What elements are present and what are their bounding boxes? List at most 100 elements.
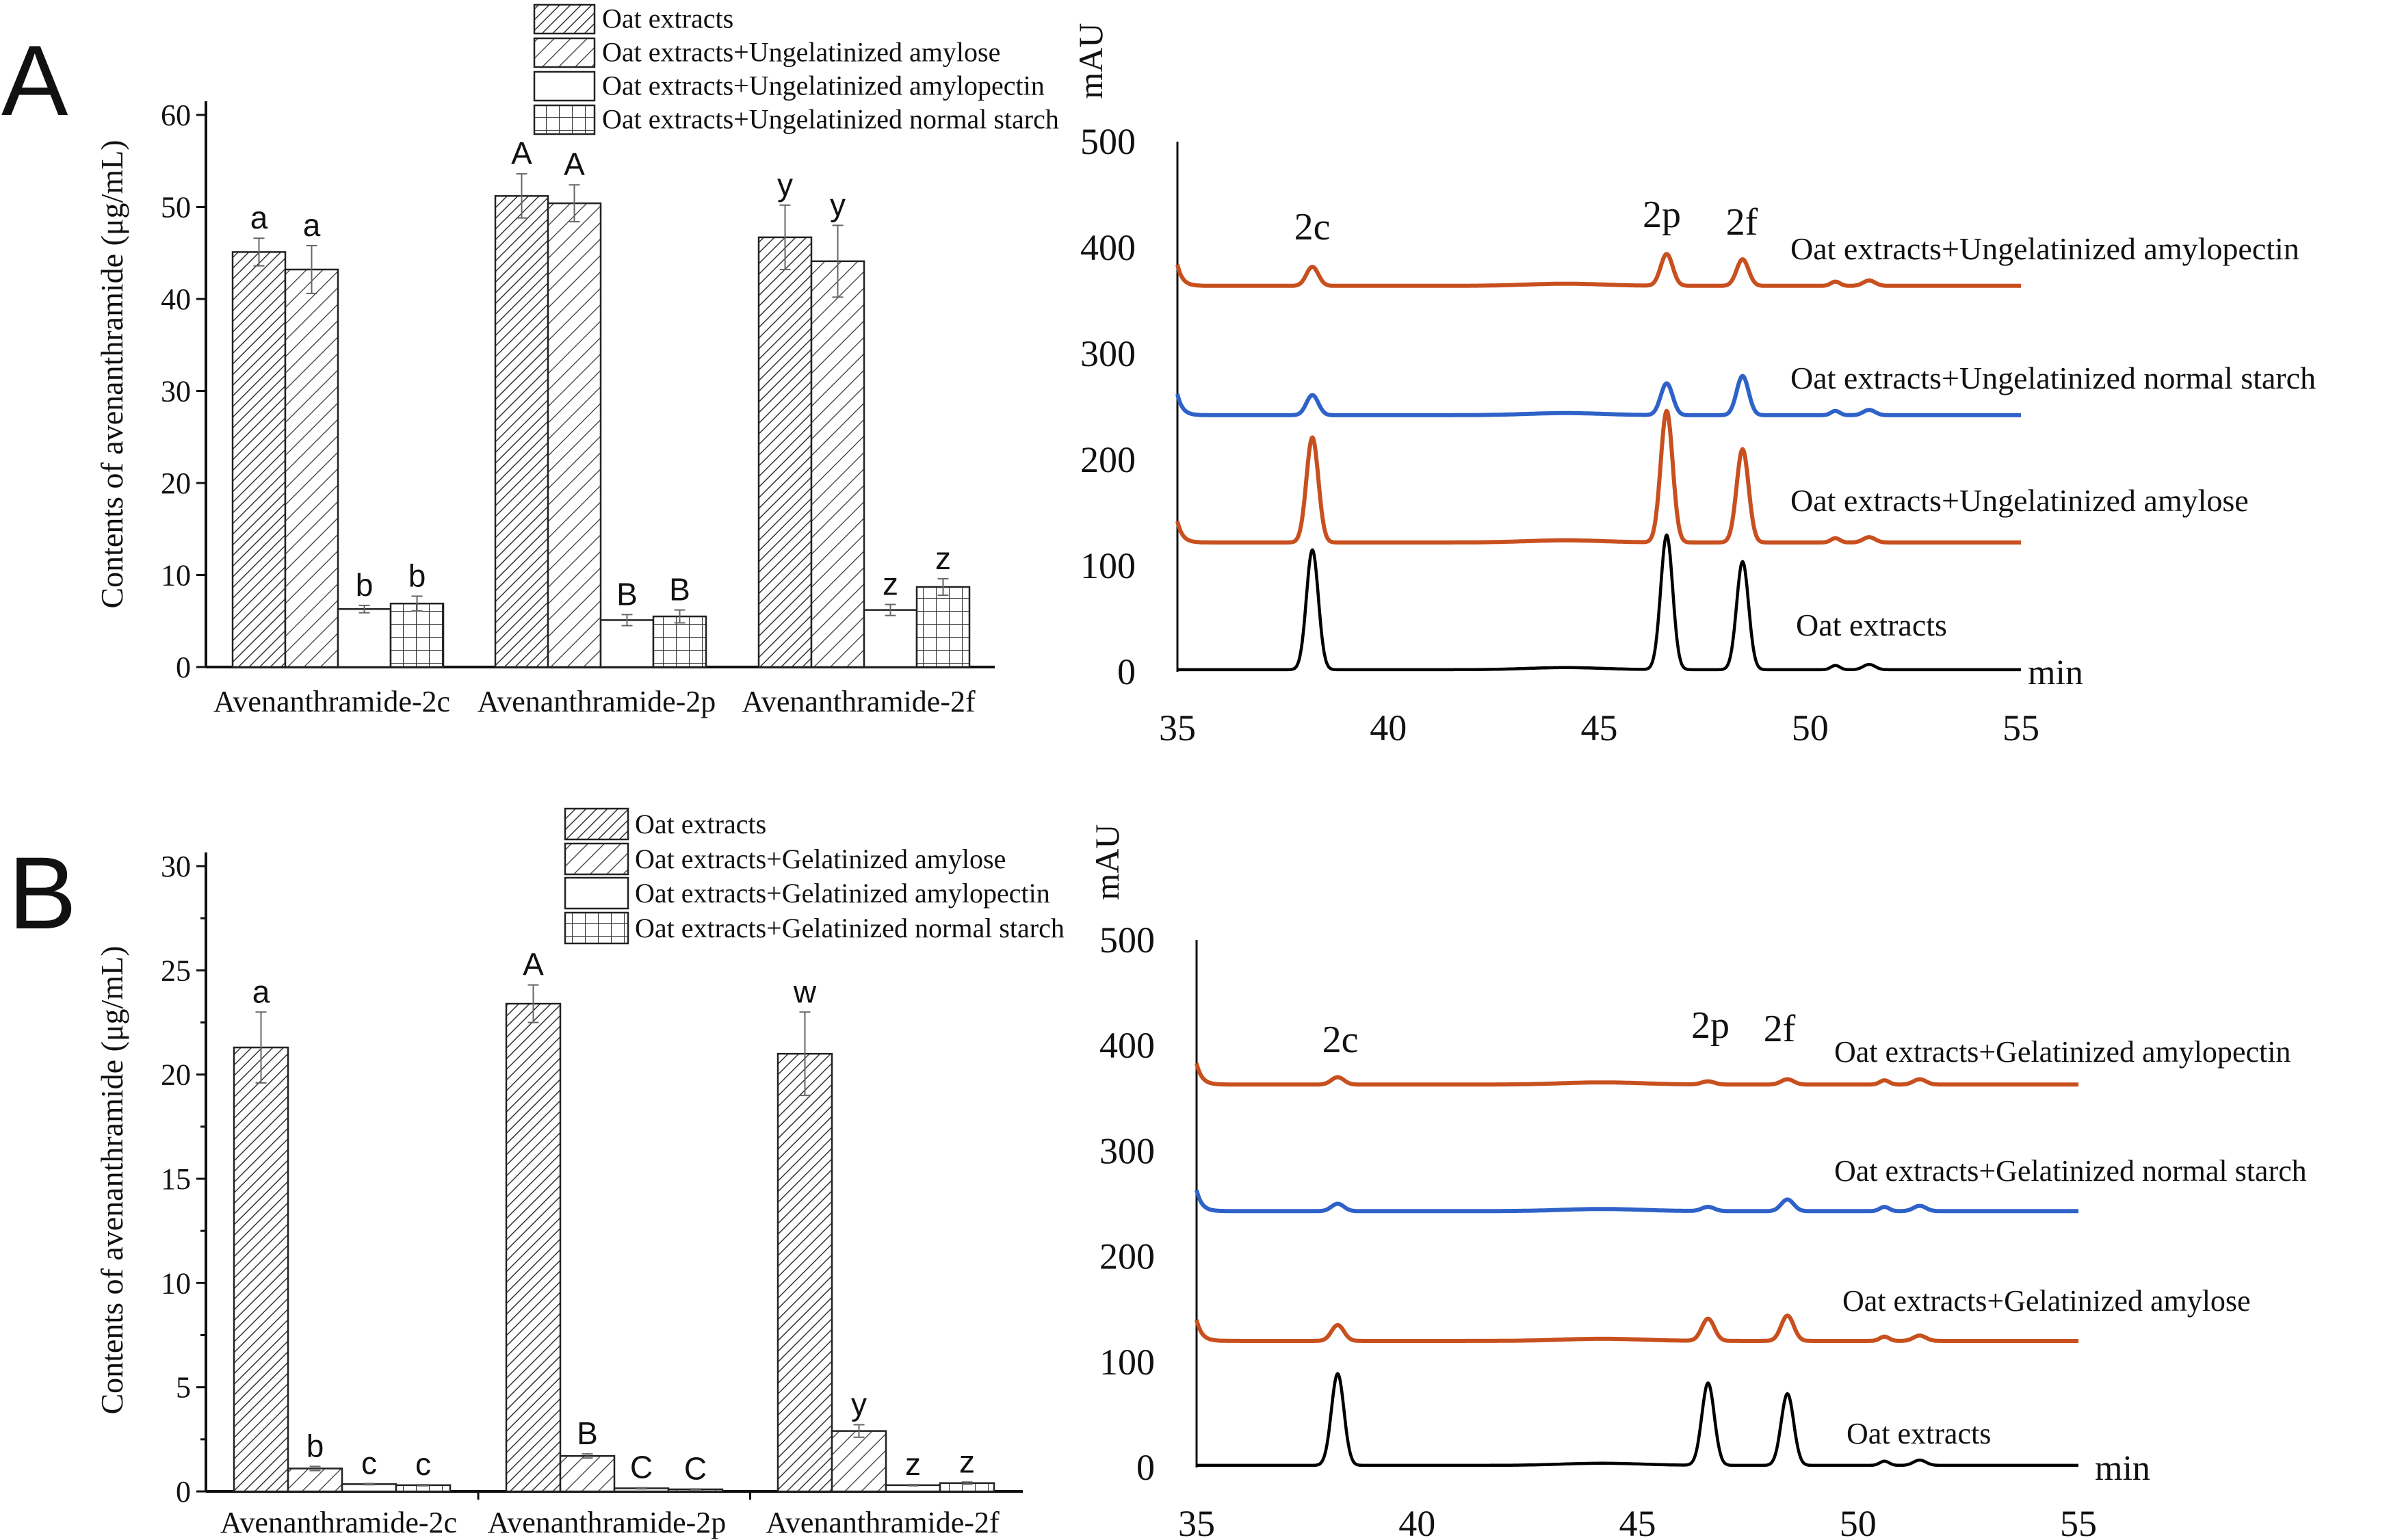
bar bbox=[547, 202, 602, 668]
y-tick-label: 40 bbox=[161, 283, 191, 316]
y-tick-label: 20 bbox=[161, 467, 191, 500]
y-tick-label: 100 bbox=[1080, 545, 1136, 586]
bar bbox=[233, 1046, 289, 1493]
y-tick-label: 300 bbox=[1080, 333, 1136, 374]
legend-swatch bbox=[564, 807, 629, 841]
trace-label: Oat extracts bbox=[1847, 1417, 1991, 1450]
significance-letter: a bbox=[303, 207, 321, 243]
significance-letter: z bbox=[883, 566, 898, 602]
peak-label: 2f bbox=[1726, 201, 1758, 244]
bar bbox=[559, 1454, 616, 1493]
legend-label: Oat extracts+Gelatinized amylose bbox=[635, 844, 1006, 874]
legend-swatch bbox=[533, 3, 596, 35]
peak-label: 2c bbox=[1322, 1019, 1359, 1061]
y-tick-label: 20 bbox=[161, 1058, 191, 1092]
significance-letter: B bbox=[669, 572, 690, 608]
bar bbox=[287, 1467, 343, 1493]
y-axis-label: mAU bbox=[1071, 23, 1110, 99]
y-axis-label: mAU bbox=[1088, 824, 1126, 900]
bar bbox=[810, 260, 865, 668]
trace-label: Oat extracts+Ungelatinized amylopectin bbox=[1790, 231, 2299, 266]
legend-label: Oat extracts bbox=[602, 3, 733, 34]
x-tick-label: 40 bbox=[1398, 1503, 1435, 1540]
x-tick-label: 50 bbox=[1840, 1503, 1877, 1540]
y-tick-label: 400 bbox=[1099, 1025, 1155, 1066]
x-tick-label: 55 bbox=[2003, 707, 2039, 748]
chromatogram-b: 0 100 200 300 400 500 35 40 45 50 55 mAU min 2c 2p 2f Oa… bbox=[1088, 824, 2307, 1540]
x-tick-label: 35 bbox=[1159, 707, 1196, 748]
y-tick-label: 10 bbox=[161, 1266, 191, 1300]
chromatogram-trace bbox=[1175, 252, 2022, 288]
x-tick-label: 35 bbox=[1178, 1503, 1215, 1540]
panel-label-a: A bbox=[1, 25, 68, 136]
y-tick-label: 50 bbox=[161, 191, 191, 224]
legend-label: Oat extracts+Gelatinized normal starch bbox=[635, 913, 1065, 943]
y-tick-label: 300 bbox=[1099, 1130, 1155, 1171]
x-category-label: Avenanthramide-2p bbox=[488, 1506, 727, 1539]
significance-letter: A bbox=[523, 947, 544, 982]
bar bbox=[652, 615, 707, 668]
y-tick-label: 500 bbox=[1099, 919, 1155, 961]
bar-chart-b: 0 5 10 15 20 25 30 Contents of avenanthramide (… bbox=[94, 807, 1065, 1539]
y-tick-label: 0 bbox=[176, 1475, 191, 1509]
peak-label: 2p bbox=[1643, 194, 1681, 236]
significance-letter: c bbox=[415, 1446, 431, 1482]
bar bbox=[777, 1052, 833, 1493]
y-tick-label: 30 bbox=[161, 850, 191, 883]
peak-label: 2f bbox=[1764, 1008, 1796, 1050]
y-tick-label: 0 bbox=[176, 651, 191, 684]
bar bbox=[231, 251, 287, 668]
chromatogram-trace bbox=[1175, 408, 2022, 545]
legend-swatch bbox=[564, 911, 629, 945]
x-category-label: Avenanthramide-2c bbox=[213, 685, 450, 718]
legend-label: Oat extracts+Ungelatinized amylose bbox=[602, 37, 1000, 68]
significance-letter: a bbox=[250, 200, 268, 235]
chromatogram-a: 0 100 200 300 400 500 35 40 45 50 55 mAU min 2c 2p 2f Oa… bbox=[1071, 23, 2316, 748]
bar bbox=[337, 608, 392, 668]
x-category-label: Avenanthramide-2c bbox=[220, 1506, 457, 1539]
chromatogram-trace bbox=[1196, 1372, 2079, 1467]
significance-letter: y bbox=[777, 167, 793, 203]
y-axis-label: Contents of avenanthramide (μg/mL) bbox=[94, 140, 129, 608]
y-tick-label: 60 bbox=[161, 99, 191, 132]
significance-letter: B bbox=[577, 1415, 598, 1451]
y-tick-label: 0 bbox=[1117, 651, 1136, 692]
x-tick-label: 40 bbox=[1370, 707, 1407, 748]
x-tick-label: 45 bbox=[1581, 707, 1618, 748]
legend-label: Oat extracts bbox=[635, 809, 766, 839]
x-tick-label: 55 bbox=[2060, 1503, 2097, 1540]
x-axis-label: min bbox=[2028, 653, 2083, 692]
legend-swatch bbox=[564, 842, 629, 876]
bar bbox=[863, 609, 918, 668]
y-tick-label: 15 bbox=[161, 1162, 191, 1196]
x-tick-label: 50 bbox=[1792, 707, 1829, 748]
significance-letter: z bbox=[935, 540, 951, 576]
trace-label: Oat extracts+Gelatinized normal starch bbox=[1834, 1154, 2307, 1188]
trace-label: Oat extracts bbox=[1796, 608, 1947, 642]
bar bbox=[831, 1430, 887, 1493]
y-tick-label: 200 bbox=[1080, 439, 1136, 480]
bar bbox=[915, 586, 971, 668]
legend-label: Oat extracts+Ungelatinized normal starch bbox=[602, 104, 1059, 135]
significance-letter: C bbox=[630, 1450, 653, 1485]
chromatogram-trace bbox=[1195, 1062, 2080, 1087]
legend-swatch bbox=[533, 70, 596, 102]
significance-letter: a bbox=[252, 974, 270, 1009]
peak-label: 2c bbox=[1294, 206, 1331, 248]
significance-letter: b bbox=[356, 567, 374, 603]
significance-letter: A bbox=[511, 135, 532, 171]
peak-label: 2p bbox=[1691, 1004, 1730, 1047]
y-tick-label: 100 bbox=[1099, 1342, 1155, 1383]
significance-letter: y bbox=[830, 187, 846, 222]
y-tick-label: 0 bbox=[1136, 1447, 1155, 1488]
legend-swatch bbox=[533, 104, 596, 135]
x-category-label: Avenanthramide-2f bbox=[766, 1506, 1000, 1539]
significance-letter: z bbox=[905, 1446, 921, 1482]
y-tick-label: 25 bbox=[161, 954, 191, 987]
legend-label: Oat extracts+Gelatinized amylopectin bbox=[635, 878, 1050, 909]
significance-letter: y bbox=[851, 1387, 867, 1422]
significance-letter: b bbox=[408, 558, 426, 593]
significance-letter: C bbox=[684, 1450, 707, 1486]
